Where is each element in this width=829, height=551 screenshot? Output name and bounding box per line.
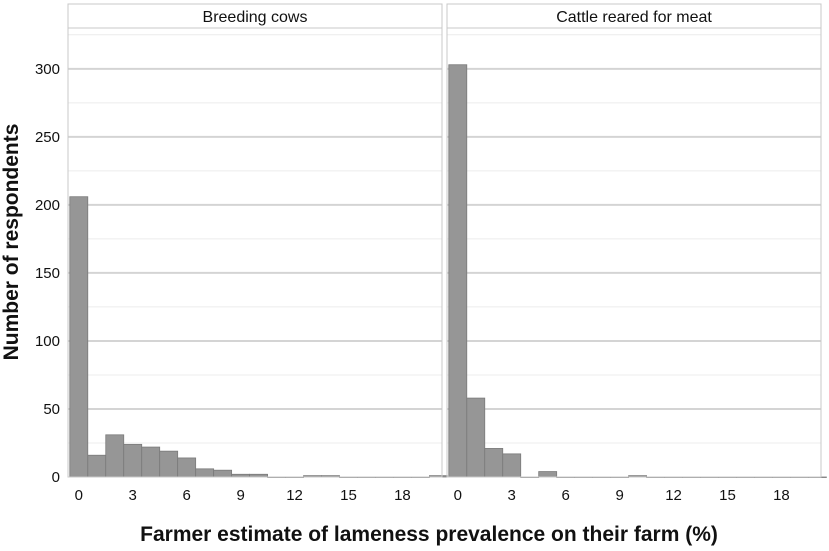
- panel-border: [446, 3, 822, 478]
- bar-meat-bin-2: [484, 448, 504, 478]
- y-tick-label-100: 100: [35, 333, 60, 350]
- x-tick-label-3: 3: [129, 487, 137, 504]
- y-tick-label-50: 50: [43, 401, 60, 418]
- y-tick-label-200: 200: [35, 197, 60, 214]
- bar-meat-bin-5: [538, 471, 558, 478]
- y-axis-title: Number of respondents: [0, 124, 23, 361]
- y-tick-label-300: 300: [35, 61, 60, 78]
- bar-breeding-bin-5: [159, 450, 179, 478]
- x-tick-label-9: 9: [236, 487, 244, 504]
- x-tick-label-0: 0: [75, 487, 83, 504]
- x-tick-label-12: 12: [665, 487, 682, 504]
- bar-breeding-bin-0: [69, 196, 89, 478]
- panel-strip-label: Breeding cows: [203, 9, 308, 26]
- grid-layer: [68, 34, 821, 444]
- x-tick-label-9: 9: [615, 487, 623, 504]
- x-tick-label-0: 0: [454, 487, 462, 504]
- bar-breeding-bin-3: [123, 443, 143, 478]
- x-tick-label-15: 15: [719, 487, 736, 504]
- panel-border: [67, 3, 443, 478]
- bar-meat-bin-3: [502, 453, 522, 478]
- bar-meat-bin-0: [448, 64, 468, 478]
- bar-breeding-bin-1: [87, 454, 107, 478]
- x-tick-label-18: 18: [773, 487, 790, 504]
- bar-breeding-bin-2: [105, 434, 125, 478]
- x-tick-label-6: 6: [562, 487, 570, 504]
- panel-strip-label: Cattle reared for meat: [556, 9, 712, 26]
- y-tick-label-250: 250: [35, 129, 60, 146]
- x-tick-label-3: 3: [508, 487, 516, 504]
- bar-breeding-bin-6: [177, 457, 197, 478]
- y-tick-label-150: 150: [35, 265, 60, 282]
- x-tick-label-15: 15: [340, 487, 357, 504]
- x-axis-title: Farmer estimate of lameness prevalence o…: [140, 523, 718, 546]
- bar-meat-bin-1: [466, 397, 486, 478]
- y-tick-label-0: 0: [52, 469, 60, 486]
- x-tick-label-18: 18: [394, 487, 411, 504]
- x-tick-label-12: 12: [286, 487, 303, 504]
- bar-breeding-bin-8: [213, 469, 233, 478]
- bars-layer: [69, 64, 827, 478]
- frame-layer: [67, 3, 822, 478]
- x-tick-label-6: 6: [183, 487, 191, 504]
- bar-breeding-bin-7: [195, 468, 215, 478]
- bar-breeding-bin-4: [141, 446, 161, 478]
